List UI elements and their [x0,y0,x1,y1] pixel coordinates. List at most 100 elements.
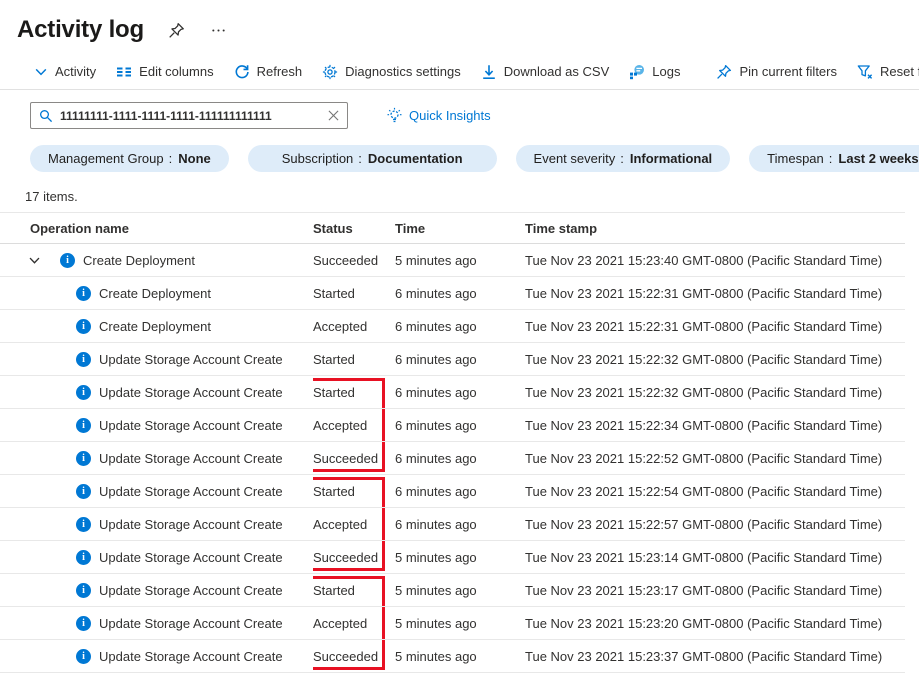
download-icon [481,64,497,80]
column-header-time[interactable]: Time [395,212,525,244]
filter-pill-management-group[interactable]: Management Group: None [30,145,229,172]
info-icon: i [76,417,91,433]
filter-name: Subscription [281,151,354,166]
toolbar-label: Pin current filters [739,64,837,79]
edit-columns-icon [116,64,132,80]
timestamp-value: Tue Nov 23 2021 15:23:40 GMT-0800 (Pacif… [525,243,905,277]
table-row[interactable]: i Update Storage Account Create Started 6 m… [0,342,905,376]
operation-name: Update Storage Account Create [99,549,283,565]
page-title: Activity log [17,16,144,43]
filter-separator: : [620,151,624,166]
lightbulb-icon [386,107,403,124]
table-row[interactable]: i Update Storage Account Create Started 6 m… [0,375,905,409]
table-row[interactable]: i Update Storage Account Create Accepted 6 … [0,408,905,442]
table-row[interactable]: i Create Deployment Accepted 6 minutes ago T… [0,309,905,343]
filter-separator: : [828,151,833,166]
info-icon: i [60,252,75,268]
time-value: 6 minutes ago [395,507,525,541]
toolbar-label: Edit columns [139,64,214,79]
toolbar-download-csv[interactable]: Download as CSV [471,58,620,86]
toolbar-edit-columns[interactable]: Edit columns [106,58,223,86]
time-value: 6 minutes ago [395,474,525,508]
time-value: 6 minutes ago [395,375,525,409]
timestamp-value: Tue Nov 23 2021 15:22:31 GMT-0800 (Pacif… [525,309,905,343]
gear-icon [322,64,338,80]
table-row[interactable]: i Update Storage Account Create Succeeded 5… [0,540,905,574]
table-row[interactable]: i Create Deployment Started 6 minutes ago Tu… [0,276,905,310]
toolbar-label: Refresh [256,64,303,79]
operation-name: Update Storage Account Create [99,351,283,367]
column-header-status[interactable]: Status [313,212,395,244]
toolbar-label: Activity [55,64,97,79]
info-icon: i [76,648,91,664]
info-icon: i [76,450,91,466]
title-bar: Activity log [0,0,919,50]
search-icon [39,109,53,123]
info-icon: i [76,384,91,400]
toolbar-label: Diagnostics settings [345,64,461,79]
toolbar-pin-current-filters[interactable]: Pin current filters [706,58,847,86]
command-bar: Activity Edit columns Refresh Diagnostics s… [0,54,919,90]
search-input[interactable] [60,108,326,123]
info-icon: i [76,318,91,334]
toolbar-activity[interactable]: Activity [24,58,106,86]
table-row[interactable]: i Update Storage Account Create Started 6 m… [0,474,905,508]
status-value: Succeeded [313,549,379,565]
time-value: 5 minutes ago [395,573,525,607]
row-chevron-down-icon[interactable] [28,254,52,267]
toolbar-diagnostics-settings[interactable]: Diagnostics settings [312,58,471,86]
clear-search-icon[interactable] [326,108,341,123]
status-value: Accepted [313,417,368,433]
quick-insights-button[interactable]: Quick Insights [386,107,491,124]
operation-name: Create Deployment [83,252,195,268]
status-value: Succeeded [313,648,379,664]
table-row[interactable]: i Update Storage Account Create Accepted 6 … [0,507,905,541]
info-icon: i [76,516,91,532]
timestamp-value: Tue Nov 23 2021 15:22:52 GMT-0800 (Pacif… [525,441,905,475]
filter-x-icon [857,64,873,80]
timestamp-value: Tue Nov 23 2021 15:23:37 GMT-0800 (Pacif… [525,639,905,673]
time-value: 5 minutes ago [395,606,525,640]
timestamp-value: Tue Nov 23 2021 15:23:14 GMT-0800 (Pacif… [525,540,905,574]
toolbar-label: Download as CSV [503,64,610,79]
status-value: Accepted [313,615,368,631]
pin-icon[interactable] [166,20,187,41]
table-row[interactable]: i Update Storage Account Create Started 5 m… [0,573,905,607]
info-icon: i [76,549,91,565]
refresh-icon [234,64,250,80]
operation-name: Update Storage Account Create [99,450,283,466]
items-count: 17 items. [25,189,78,204]
table-header-row: Operation name Status Time Time stamp [0,212,905,244]
toolbar-reset-filters[interactable]: Reset filters [847,58,919,86]
toolbar-logs[interactable]: Logs [619,58,690,86]
table-row[interactable]: i Update Storage Account Create Succeeded 5… [0,639,905,673]
table-row[interactable]: i Update Storage Account Create Succeeded 6… [0,441,905,475]
info-icon: i [76,582,91,598]
toolbar-refresh[interactable]: Refresh [224,58,313,86]
pin-icon [716,64,732,80]
column-header-time-stamp[interactable]: Time stamp [525,212,905,244]
column-header-operation-name[interactable]: Operation name [0,212,313,244]
timestamp-value: Tue Nov 23 2021 15:22:32 GMT-0800 (Pacif… [525,342,905,376]
search-box[interactable] [30,102,348,129]
time-value: 6 minutes ago [395,408,525,442]
activity-table-wrap: Operation name Status Time Time stamp i Crea… [0,204,919,673]
filter-pill-subscription[interactable]: Subscription: Documentation [247,145,497,172]
search-row: Quick Insights [0,90,919,129]
timestamp-value: Tue Nov 23 2021 15:22:34 GMT-0800 (Pacif… [525,408,905,442]
filter-pill-event-severity[interactable]: Event severity: Informational [515,145,731,172]
time-value: 6 minutes ago [395,441,525,475]
activity-table: Operation name Status Time Time stamp i Crea… [0,212,905,673]
timestamp-value: Tue Nov 23 2021 15:23:17 GMT-0800 (Pacif… [525,573,905,607]
time-value: 6 minutes ago [395,342,525,376]
filter-value: Documentation [367,151,463,166]
operation-name: Update Storage Account Create [99,615,283,631]
operation-name: Update Storage Account Create [99,483,283,499]
more-options-icon[interactable] [209,21,228,40]
quick-insights-label: Quick Insights [409,108,491,123]
operation-name: Update Storage Account Create [99,516,283,532]
table-row[interactable]: i Create Deployment Succeeded 5 minutes ago… [0,243,905,277]
table-row[interactable]: i Update Storage Account Create Accepted 5 … [0,606,905,640]
status-value: Accepted [313,516,368,532]
filter-pill-timespan[interactable]: Timespan: Last 2 weeks [749,145,919,172]
